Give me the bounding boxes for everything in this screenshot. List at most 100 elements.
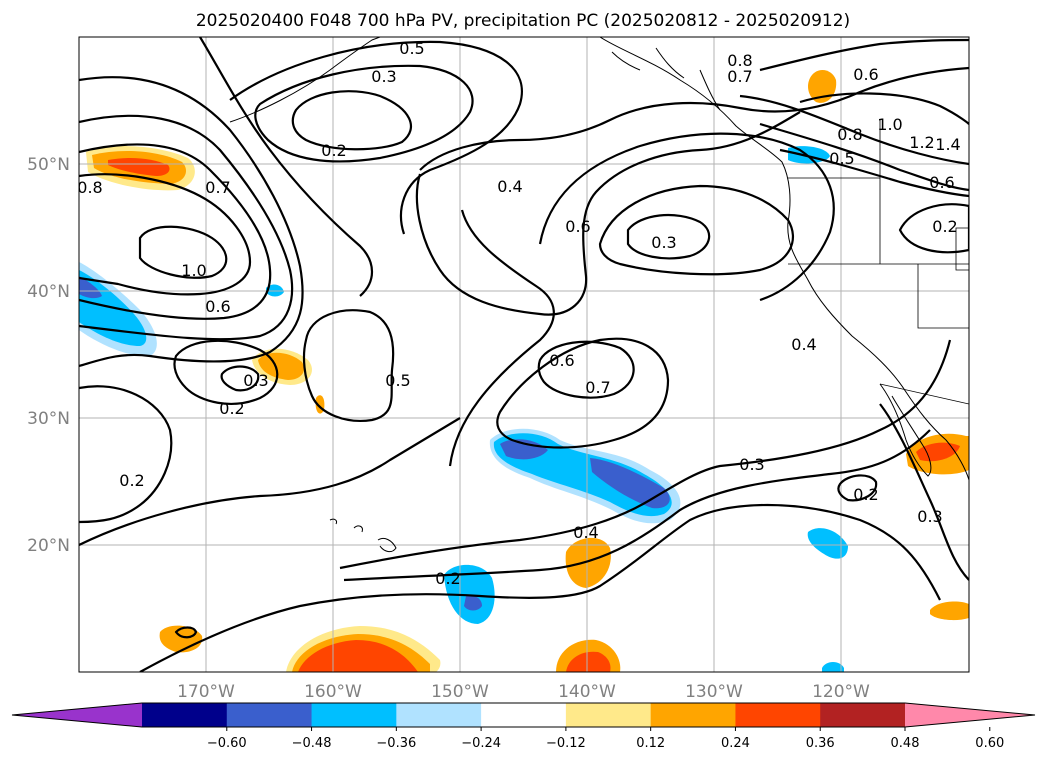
contour-label: 0.2: [119, 471, 144, 490]
precip-region-central-pos: [565, 537, 611, 588]
lon-tick-label: 170°W: [177, 682, 235, 702]
contour-label: 0.6: [205, 297, 230, 316]
lat-tick-label: 20°N: [27, 536, 70, 556]
colorbar-tick-label: −0.12: [546, 736, 586, 751]
colorbar: −0.60 −0.48 −0.36 −0.24 −0.12 0.12 0.24 0.36 0.4…: [11, 702, 1036, 751]
contour-label: 0.2: [435, 569, 460, 588]
precip-region-south-neg-max: [464, 595, 482, 611]
colorbar-segment: [142, 703, 228, 727]
precip-region-south-central-pos-max: [566, 651, 611, 672]
pv-contour-16: [496, 337, 670, 449]
contour-label: 0.8: [727, 51, 752, 70]
contour-label: 0.4: [573, 523, 598, 542]
coastline-baja: [879, 383, 932, 477]
contour-label: 1.0: [877, 115, 902, 134]
coastline-north-america: [599, 37, 969, 481]
lon-tick-labels: 170°W 160°W 150°W 140°W 130°W 120°W: [177, 682, 870, 702]
precipitation-shading: [79, 69, 969, 672]
pv-contour-22: [79, 417, 461, 546]
contour-label: 0.2: [932, 217, 957, 236]
contour-label: 0.6: [929, 173, 954, 192]
contour-label: 0.2: [853, 485, 878, 504]
colorbar-extend-max: [905, 703, 1035, 727]
precip-region-mid-pos-core: [258, 352, 305, 380]
precip-region-east-neg: [807, 528, 848, 559]
contour-label: 0.6: [853, 65, 878, 84]
pv-contour-13: [598, 184, 794, 276]
colorbar-tick-label: 0.60: [975, 736, 1004, 751]
gridlines: [79, 37, 969, 672]
pv-contour-19: [173, 339, 279, 405]
colorbar-segment: [650, 703, 736, 727]
contour-label: 0.8: [837, 125, 862, 144]
contour-label: 1.0: [181, 261, 206, 280]
colorbar-tick-label: 0.12: [636, 736, 665, 751]
pv-contour-31: [759, 122, 969, 192]
contour-label: 0.4: [497, 177, 522, 196]
colorbar-segment: [396, 703, 482, 727]
colorbar-segment: [735, 703, 821, 727]
pv-contour-4: [79, 114, 294, 341]
pv-contour-3: [79, 143, 272, 320]
lon-tick-label: 150°W: [431, 682, 489, 702]
pv-contour-6: [199, 37, 374, 297]
pv-contour-34: [898, 203, 969, 254]
pv-contour-32: [779, 148, 969, 198]
pv-contour-15: [537, 340, 635, 399]
contour-label: 0.3: [371, 67, 396, 86]
contour-label: 1.4: [935, 135, 960, 154]
contour-label: 0.7: [585, 378, 610, 397]
pv-contour-30: [739, 94, 969, 166]
pv-contour-5: [79, 76, 304, 368]
colorbar-tick-label: 0.36: [806, 736, 835, 751]
contour-label: 0.2: [219, 399, 244, 418]
contour-label: 0.3: [917, 507, 942, 526]
pv-contour-18: [302, 309, 395, 422]
contour-label: 0.3: [739, 455, 764, 474]
pv-contour-25: [139, 503, 941, 672]
pv-contour-14: [538, 132, 835, 302]
colorbar-tick-label: −0.36: [376, 736, 416, 751]
pv-contour-24: [343, 429, 931, 582]
lat-tick-label: 50°N: [27, 155, 70, 175]
colorbar-tick-label: −0.24: [461, 736, 501, 751]
pv-contour-20: [220, 365, 260, 392]
coastline-hawaii: [329, 518, 397, 553]
colorbar-outline: [11, 702, 1036, 728]
contour-label: 1.2: [909, 133, 934, 152]
pv-contours: [79, 37, 969, 672]
contour-label: 0.5: [385, 371, 410, 390]
colorbar-segment: [226, 703, 313, 727]
state-borders: [788, 120, 969, 405]
precip-region-far-se-pos: [930, 601, 969, 621]
colorbar-extend-min: [12, 703, 142, 727]
contour-labels: 0.5 0.3 0.2 0.8 0.7 1.0 0.6 0.4 0.3 0.2 …: [77, 39, 961, 588]
contour-label: 0.8: [77, 178, 102, 197]
pv-contour-27: [837, 474, 878, 502]
pv-contour-8: [254, 64, 474, 163]
map-title: 2025020400 F048 700 hPa PV, precipitatio…: [196, 11, 850, 31]
lat-tick-label: 30°N: [27, 409, 70, 429]
pv-contour-29: [759, 38, 969, 72]
colorbar-segment: [820, 703, 906, 727]
lat-tick-label: 40°N: [27, 282, 70, 302]
precip-region-south-pos-max: [298, 640, 418, 672]
contour-label: 0.7: [205, 178, 230, 197]
contour-label: 0.5: [399, 39, 424, 58]
contour-label: 0.2: [321, 141, 346, 160]
precip-region-far-se-neg: [822, 662, 844, 672]
colorbar-segment: [565, 703, 652, 727]
lat-tick-labels: 50°N 40°N 30°N 20°N: [27, 155, 70, 556]
contour-label: 0.4: [791, 335, 816, 354]
precip-region-nw-pacific-pos-max: [108, 157, 170, 176]
pv-contour-26: [174, 626, 198, 639]
lon-tick-label: 120°W: [812, 682, 870, 702]
contour-label: 0.6: [565, 217, 590, 236]
map-frame: [78, 36, 970, 673]
pv-contour-2: [79, 173, 252, 296]
contour-label: 0.5: [829, 149, 854, 168]
lon-tick-label: 140°W: [558, 682, 616, 702]
lon-tick-label: 130°W: [685, 682, 743, 702]
contour-label: 0.3: [243, 371, 268, 390]
